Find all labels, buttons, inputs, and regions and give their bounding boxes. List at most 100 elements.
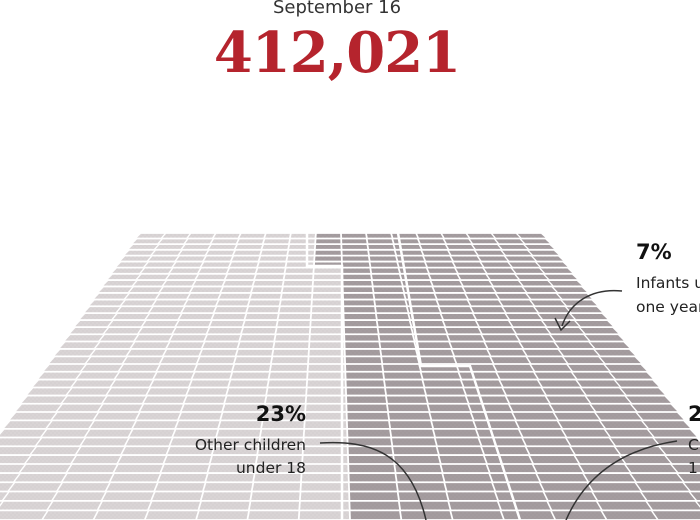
waffle-cell-texture bbox=[393, 239, 419, 244]
waffle-cell-texture bbox=[431, 280, 462, 286]
waffle-cell-texture bbox=[647, 501, 700, 510]
waffle-cell-texture bbox=[0, 473, 19, 482]
waffle-cell-texture bbox=[347, 412, 389, 420]
waffle-cell-texture bbox=[690, 492, 700, 500]
waffle-cell-texture bbox=[577, 380, 620, 387]
waffle-cell-texture bbox=[498, 501, 551, 510]
infants-percent: 7% bbox=[636, 240, 672, 264]
waffle-cell-texture bbox=[375, 300, 406, 306]
waffle-cell-texture bbox=[402, 280, 432, 286]
waffle-cell-texture bbox=[33, 380, 76, 387]
waffle-cell-texture bbox=[626, 396, 671, 403]
other-children-label-line2: under 18 bbox=[235, 459, 306, 477]
waffle-cell-texture bbox=[208, 464, 256, 473]
waffle-cell-texture bbox=[306, 404, 346, 412]
waffle-cell-texture bbox=[464, 388, 505, 395]
waffle-cell-texture bbox=[210, 455, 257, 464]
waffle-cell-texture bbox=[385, 388, 426, 395]
waffle-cell-texture bbox=[392, 233, 418, 238]
total-count: 412,021 bbox=[213, 20, 461, 86]
waffle-cell-texture bbox=[305, 412, 346, 420]
waffle-cell-texture bbox=[299, 511, 350, 520]
waffle-cell-texture bbox=[535, 372, 576, 379]
waffle-cell-texture bbox=[270, 364, 308, 371]
waffle-cell-texture bbox=[163, 349, 202, 356]
waffle-cell-texture bbox=[435, 438, 481, 446]
waffle-cell-texture bbox=[482, 335, 519, 341]
waffle-cell-texture bbox=[471, 307, 505, 313]
waffle-cell-texture bbox=[310, 327, 344, 334]
waffle-cell-texture bbox=[207, 327, 242, 334]
waffle-cell-texture bbox=[485, 342, 523, 349]
waffle-cell-texture bbox=[384, 380, 424, 387]
waffle-cell-texture bbox=[147, 388, 189, 395]
waffle-cell-texture bbox=[158, 473, 207, 482]
waffle-cell-texture bbox=[0, 501, 52, 510]
waffle-cell-texture bbox=[315, 256, 341, 261]
waffle-cell-texture bbox=[52, 412, 98, 420]
waffle-cell-texture bbox=[666, 455, 700, 464]
waffle-cell-texture bbox=[451, 256, 480, 261]
waffle-cell-texture bbox=[256, 268, 285, 273]
waffle-cell-texture bbox=[475, 250, 504, 255]
waffle-cell-texture bbox=[345, 349, 381, 356]
waffle-cell-texture bbox=[490, 473, 540, 482]
waffle-cell-texture bbox=[302, 464, 348, 473]
waffle-cell-texture bbox=[502, 250, 532, 255]
waffle-cell-texture bbox=[521, 239, 550, 244]
waffle-cell-texture bbox=[427, 268, 457, 273]
waffle-cell-texture bbox=[265, 396, 306, 403]
waffle-cell-texture bbox=[312, 300, 343, 306]
waffle-cell-texture bbox=[315, 250, 341, 255]
waffle-cell-texture bbox=[127, 349, 166, 356]
segment-divider-2 bbox=[396, 232, 522, 520]
waffle-cell-texture bbox=[176, 256, 205, 261]
waffle-cell-texture bbox=[375, 307, 408, 313]
waffle-cell-texture bbox=[170, 335, 206, 341]
waffle-cell-texture bbox=[377, 320, 411, 327]
waffle-cell-texture bbox=[112, 268, 144, 273]
waffle-cell-texture bbox=[488, 349, 526, 356]
waffle-cell-texture bbox=[491, 357, 530, 364]
waffle-cell-texture bbox=[503, 307, 538, 313]
waffle-cell-texture bbox=[396, 473, 444, 482]
waffle-cell-texture bbox=[492, 233, 520, 238]
waffle-cell-texture bbox=[313, 287, 342, 293]
waffle-cell-texture bbox=[386, 396, 427, 403]
waffle-cell-texture bbox=[527, 357, 567, 364]
waffle-cell-texture bbox=[506, 313, 542, 320]
waffle-cell-texture bbox=[493, 483, 543, 491]
waffle-cell-texture bbox=[344, 320, 377, 327]
waffle-cell-texture bbox=[262, 244, 289, 249]
waffle-cell-texture bbox=[253, 280, 283, 286]
waffle-cell-texture bbox=[400, 511, 452, 520]
waffle-cell-texture bbox=[248, 300, 280, 306]
waffle-cell-texture bbox=[67, 388, 110, 395]
waffle-cell-texture bbox=[245, 313, 278, 320]
waffle-cell-texture bbox=[555, 342, 594, 349]
waffle-cell-texture bbox=[212, 313, 246, 320]
waffle-cell-texture bbox=[369, 256, 397, 261]
waffle-cell-texture bbox=[466, 396, 509, 403]
waffle-cell-texture bbox=[453, 262, 483, 267]
waffle-cell-texture bbox=[595, 349, 635, 356]
waffle-cell-texture bbox=[484, 268, 515, 273]
waffle-cell-texture bbox=[525, 244, 554, 249]
waffle-cell-texture bbox=[369, 250, 396, 255]
waffle-cell-texture bbox=[120, 256, 151, 261]
waffle-cell-texture bbox=[110, 473, 160, 482]
waffle-cell-texture bbox=[610, 372, 653, 379]
waffle-cell-texture bbox=[239, 233, 265, 238]
waffle-cell-texture bbox=[170, 268, 200, 273]
waffle-cell-texture bbox=[562, 429, 609, 437]
waffle-cell-texture bbox=[636, 483, 689, 491]
waffle-cell-texture bbox=[529, 250, 559, 255]
waffle-cell-texture bbox=[206, 250, 235, 255]
waffle-cell-texture bbox=[444, 239, 472, 244]
other-children-percent: 23% bbox=[255, 402, 306, 426]
waffle-cell-texture bbox=[115, 372, 156, 379]
waffle-cell-texture bbox=[247, 307, 279, 313]
waffle-cell-texture bbox=[342, 244, 368, 249]
waffle-cell-texture bbox=[531, 300, 565, 306]
waffle-cell-texture bbox=[311, 313, 343, 320]
